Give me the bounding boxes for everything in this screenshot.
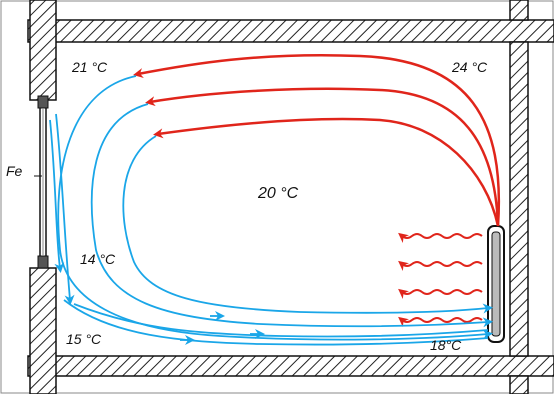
radiant-wave-3: [398, 288, 483, 300]
temp-label-center: 20 °C: [257, 185, 299, 202]
ceiling-slab: [27, 19, 554, 43]
temp-label-bottom-left: 15 °C: [66, 331, 102, 347]
left-wall-lower: [29, 267, 57, 394]
radiant-wave-4: [398, 316, 483, 328]
cool-air-floor-1: [63, 299, 489, 346]
radiant-wave-2: [398, 260, 483, 272]
warm-air-arc-1: [133, 53, 501, 227]
left-wall-upper: [29, 0, 57, 101]
cool-air-flows: [49, 75, 493, 346]
cool-air-loop-2: [90, 103, 493, 328]
temp-label-top-right: 24 °C: [451, 59, 488, 75]
temp-label-bottom-right: 18°C: [430, 337, 462, 353]
warm-air-arc-2: [145, 87, 500, 227]
warm-air-arc-3: [153, 117, 500, 227]
cool-air-floor-2: [73, 303, 489, 338]
radiant-wave-1: [398, 232, 483, 244]
cool-air-downdraft-2: [49, 119, 65, 273]
warm-air-flows: [133, 53, 501, 227]
temp-label-mid-left: 14 °C: [80, 251, 116, 267]
temp-label-top-left: 21 °C: [71, 59, 108, 75]
radiator: [487, 225, 505, 343]
window-label: Fe: [6, 163, 23, 179]
right-wall: [509, 0, 529, 394]
floor-slab: [27, 355, 554, 377]
cool-air-loop-1: [57, 75, 493, 341]
cool-air-downdraft-1: [55, 113, 75, 305]
cool-air-loop-3: [122, 135, 493, 314]
window: [34, 95, 49, 269]
radiant-heat-arrows: [398, 232, 483, 328]
